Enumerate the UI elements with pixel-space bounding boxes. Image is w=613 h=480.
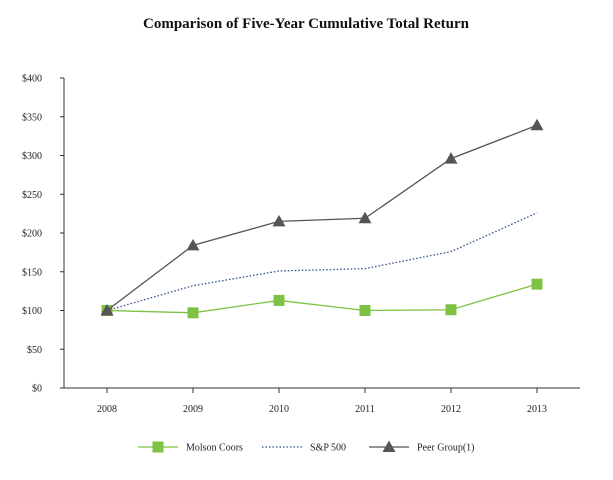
- legend-marker: [152, 441, 164, 453]
- y-tick-label: $0: [32, 384, 42, 395]
- data-point: [444, 152, 458, 164]
- data-point: [359, 305, 371, 316]
- data-point: [530, 118, 544, 131]
- series-line: [106, 212, 538, 312]
- x-tick-label: 2009: [183, 404, 203, 415]
- data-point: [531, 278, 543, 290]
- data-point: [187, 307, 199, 319]
- y-tick-label: $250: [22, 190, 42, 201]
- legend: Molson Coors S&P 500 Peer Group(1): [138, 440, 474, 454]
- data-point: [186, 238, 200, 251]
- y-tick-label: $50: [27, 345, 42, 356]
- data-point: [272, 214, 286, 227]
- legend-marker: [382, 440, 396, 452]
- y-tick-label: $100: [22, 306, 42, 317]
- legend-item: S&P 500: [262, 443, 346, 454]
- series-molson-coors: [101, 278, 543, 319]
- data-point: [100, 304, 114, 316]
- axes: $0 $50 $100 $150 $200 $250 $300 $350 $400 2008 200…: [22, 74, 580, 415]
- data-point: [445, 304, 457, 316]
- x-tick-label: 2008: [97, 404, 117, 415]
- chart-title: Comparison of Five-Year Cumulative Total…: [143, 16, 470, 32]
- x-tick-label: 2012: [441, 404, 461, 415]
- x-tick-label: 2011: [355, 404, 375, 415]
- legend-label: Peer Group(1): [417, 443, 474, 454]
- y-tick-label: $350: [22, 112, 42, 123]
- series-layer: [100, 118, 544, 319]
- data-point: [358, 211, 372, 224]
- series-s-p-500: [106, 212, 538, 312]
- y-tick-label: $400: [22, 74, 42, 85]
- legend-label: S&P 500: [310, 443, 346, 454]
- series-line: [106, 283, 538, 314]
- x-tick-label: 2010: [269, 404, 289, 415]
- y-tick-label: $300: [22, 151, 42, 162]
- y-tick-label: $150: [22, 267, 42, 278]
- y-tick-label: $200: [22, 229, 42, 240]
- x-tick-label: 2013: [527, 404, 547, 415]
- series-line: [106, 124, 538, 312]
- legend-label: Molson Coors: [186, 443, 243, 454]
- data-point: [273, 294, 285, 306]
- series-peer-group-1: [100, 118, 544, 316]
- legend-item: Molson Coors: [138, 441, 243, 454]
- legend-item: Peer Group(1): [369, 440, 474, 454]
